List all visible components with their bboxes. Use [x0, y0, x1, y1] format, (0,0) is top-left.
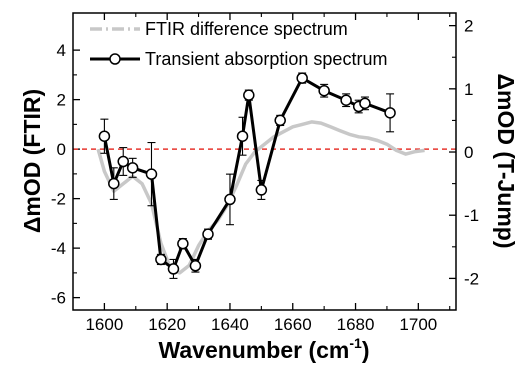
x-axis-title: Wavenumber (cm-1): [159, 335, 370, 363]
data-point: [117, 155, 129, 168]
y-left-tick-label: -2: [51, 190, 66, 209]
y-right-tick-label: 1: [464, 80, 473, 99]
legend-ta-marker: [109, 53, 121, 65]
y-right-tick-label: 0: [464, 143, 473, 162]
ticks-layer: 1600 1620 1640 1660 1680 1700 4 2 0 -2 -4 -6 2 1 0 -1 -2: [51, 13, 479, 334]
ftir-series-layer: [96, 120, 425, 275]
y-left-tick-label: 2: [57, 91, 66, 110]
x-tick-label: 1700: [399, 315, 437, 334]
y-left-axis-title: ΔmOD (FTIR): [19, 89, 45, 233]
x-tick-label: 1600: [85, 315, 123, 334]
data-point: [126, 162, 139, 174]
legend-ftir-label: FTIR difference spectrum: [145, 19, 348, 39]
x-axis-title-close: ): [362, 337, 370, 363]
x-tick-label: 1640: [211, 315, 249, 334]
transient-series-layer: [98, 72, 396, 279]
y-right-tick-label: 2: [464, 17, 473, 36]
data-point: [384, 107, 396, 119]
data-point: [296, 72, 308, 84]
legend-ta-label: Transient absorption spectrum: [145, 49, 387, 69]
y-left-tick-label: -4: [51, 239, 66, 258]
y-right-tick-label: -1: [464, 206, 479, 225]
data-point: [236, 130, 249, 142]
data-point: [108, 177, 120, 190]
data-point: [202, 228, 214, 240]
x-tick-label: 1680: [337, 315, 375, 334]
data-point: [274, 114, 286, 127]
y-right-tick-label: -2: [464, 269, 479, 288]
x-tick-label: 1620: [148, 315, 186, 334]
plot-frame: [72, 12, 457, 311]
data-point: [167, 263, 180, 275]
x-tick-label: 1660: [274, 315, 312, 334]
data-point: [340, 94, 352, 106]
legend: FTIR difference spectrum Transient absor…: [90, 19, 387, 69]
data-point: [318, 84, 330, 97]
y-left-tick-label: -6: [51, 289, 66, 308]
y-right-axis-title: ΔmOD (T-Jump): [493, 74, 518, 249]
y-left-tick-label: 0: [57, 140, 66, 159]
data-point: [155, 253, 167, 266]
data-point: [98, 130, 111, 142]
data-point: [145, 168, 158, 180]
data-point: [243, 89, 255, 101]
x-axis-title-superscript: -1: [349, 335, 362, 351]
data-point: [255, 184, 268, 196]
data-point: [359, 97, 371, 110]
ftir-spectrum-line: [96, 120, 425, 275]
data-point: [224, 193, 236, 206]
data-point: [189, 260, 202, 272]
data-point: [177, 237, 189, 250]
y-left-tick-label: 4: [57, 41, 66, 60]
x-axis-title-main: Wavenumber (cm: [159, 337, 350, 363]
